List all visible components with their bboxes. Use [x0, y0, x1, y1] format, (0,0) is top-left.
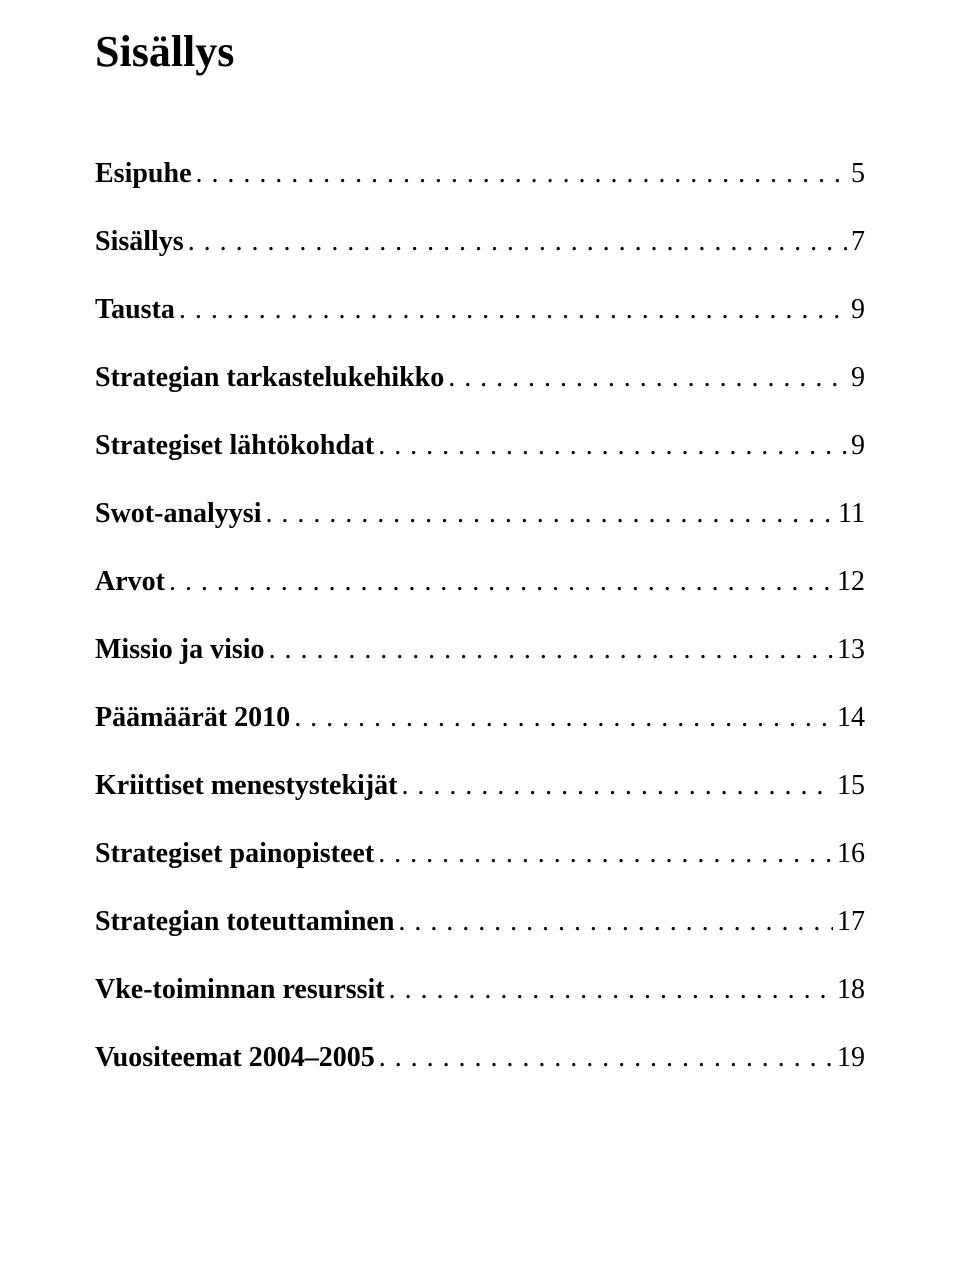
toc-entry-page: 7 [851, 228, 865, 256]
toc-entry-label: Strategian tarkastelukehikko [95, 364, 444, 392]
toc-entry-page: 9 [851, 296, 865, 324]
toc-entry-page: 9 [851, 364, 865, 392]
toc-entry: Strategiset lähtökohdat ................… [95, 432, 865, 460]
toc-entry: Strategian tarkastelukehikko ...........… [95, 364, 865, 392]
toc-entry: Strategiset painopisteet ...............… [95, 840, 865, 868]
toc-entry-label: Missio ja visio [95, 636, 265, 664]
toc-entry-label: Strategiset painopisteet [95, 840, 374, 868]
toc-entry-label: Strategiset lähtökohdat [95, 432, 374, 460]
toc-entry-page: 9 [851, 432, 865, 460]
toc-entry-label: Sisällys [95, 228, 184, 256]
toc-entry: Kriittiset menestystekijät .............… [95, 772, 865, 800]
toc-entry-label: Swot-analyysi [95, 500, 261, 528]
toc-entry-label: Arvot [95, 568, 165, 596]
toc-page: Sisällys Esipuhe .......................… [0, 0, 960, 1266]
toc-entry-page: 11 [838, 500, 865, 528]
dot-leader: ........................................… [448, 364, 847, 392]
dot-leader: ........................................… [179, 296, 847, 324]
toc-entry: Swot-analyysi ..........................… [95, 500, 865, 528]
toc-list: Esipuhe ................................… [95, 160, 865, 1072]
toc-entry: Missio ja visio ........................… [95, 636, 865, 664]
dot-leader: ........................................… [398, 908, 833, 936]
toc-entry: Sisällys ...............................… [95, 228, 865, 256]
toc-entry-label: Esipuhe [95, 160, 192, 188]
dot-leader: ........................................… [269, 636, 833, 664]
dot-leader: ........................................… [188, 228, 847, 256]
toc-entry-page: 18 [837, 976, 865, 1004]
toc-entry-page: 19 [837, 1044, 865, 1072]
toc-entry: Esipuhe ................................… [95, 160, 865, 188]
toc-entry: Arvot ..................................… [95, 568, 865, 596]
toc-entry-page: 16 [837, 840, 865, 868]
toc-entry: Vuositeemat 2004–2005 ..................… [95, 1044, 865, 1072]
dot-leader: ........................................… [196, 160, 848, 188]
toc-entry-label: Kriittiset menestystekijät [95, 772, 397, 800]
toc-entry-page: 12 [837, 568, 865, 596]
dot-leader: ........................................… [169, 568, 833, 596]
toc-entry-page: 17 [837, 908, 865, 936]
toc-entry-label: Tausta [95, 296, 175, 324]
dot-leader: ........................................… [378, 432, 847, 460]
toc-entry-page: 14 [837, 704, 865, 732]
toc-entry-page: 15 [837, 772, 865, 800]
toc-entry: Päämäärät 2010 .........................… [95, 704, 865, 732]
toc-entry: Tausta .................................… [95, 296, 865, 324]
page-title: Sisällys [95, 30, 865, 74]
toc-entry-label: Strategian toteuttaminen [95, 908, 394, 936]
toc-entry-page: 5 [851, 160, 865, 188]
toc-entry-label: Vke-toiminnan resurssit [95, 976, 385, 1004]
dot-leader: ........................................… [378, 840, 833, 868]
dot-leader: ........................................… [294, 704, 833, 732]
toc-entry: Strategian toteuttaminen ...............… [95, 908, 865, 936]
dot-leader: ........................................… [379, 1044, 833, 1072]
toc-entry-label: Päämäärät 2010 [95, 704, 290, 732]
dot-leader: ........................................… [401, 772, 833, 800]
toc-entry: Vke-toiminnan resurssit ................… [95, 976, 865, 1004]
dot-leader: ........................................… [265, 500, 834, 528]
toc-entry-label: Vuositeemat 2004–2005 [95, 1044, 375, 1072]
dot-leader: ........................................… [389, 976, 833, 1004]
toc-entry-page: 13 [837, 636, 865, 664]
